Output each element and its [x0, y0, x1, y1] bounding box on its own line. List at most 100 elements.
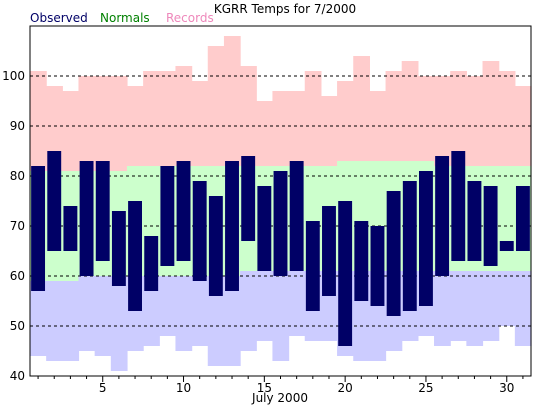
observed-bar-day-1 [31, 166, 46, 291]
record-high-band-day-10 [175, 66, 193, 166]
record-high-band-day-4 [78, 76, 96, 171]
record-low-band-day-27 [450, 271, 467, 341]
record-high-band-day-7 [126, 86, 144, 166]
observed-bar-day-5 [95, 161, 110, 261]
observed-bar-day-20 [338, 201, 353, 346]
record-low-band-day-11 [191, 276, 209, 346]
observed-bar-day-2 [47, 151, 62, 251]
y-tick-label-50: 50 [10, 319, 25, 333]
observed-bar-day-26 [435, 156, 450, 276]
observed-bar-day-19 [322, 206, 336, 296]
x-tick-label-30: 30 [499, 381, 514, 395]
legend-records: Records [166, 11, 214, 25]
record-high-band-day-25 [417, 76, 435, 161]
record-high-band-day-5 [94, 76, 112, 171]
record-high-band-day-23 [385, 71, 403, 161]
record-high-band-day-6 [110, 76, 128, 171]
record-high-band-day-27 [450, 71, 467, 166]
observed-bar-day-12 [208, 196, 223, 296]
observed-bar-day-7 [128, 201, 142, 311]
observed-bar-day-25 [419, 171, 433, 306]
observed-bar-day-14 [241, 156, 256, 241]
x-tick-label-10: 10 [176, 381, 191, 395]
observed-bar-day-31 [515, 186, 530, 251]
y-tick-label-40: 40 [10, 369, 25, 383]
record-low-band-day-30 [498, 271, 516, 326]
record-low-band-day-12 [207, 276, 225, 366]
observed-bar-day-9 [160, 166, 175, 266]
legend-normals: Normals [100, 11, 150, 25]
x-tick-label-5: 5 [99, 381, 107, 395]
observed-bar-day-28 [467, 181, 482, 261]
record-high-band-day-16 [272, 91, 290, 166]
y-tick-label-60: 60 [10, 269, 25, 283]
record-high-band-day-9 [159, 71, 177, 166]
record-high-band-day-18 [304, 71, 322, 166]
record-high-band-day-3 [62, 91, 80, 171]
record-low-band-day-17 [288, 271, 306, 336]
observed-bar-day-8 [144, 236, 159, 291]
record-low-band-day-16 [272, 271, 290, 361]
record-high-band-day-24 [401, 61, 419, 161]
observed-bar-day-21 [354, 221, 369, 301]
record-low-band-day-26 [434, 271, 451, 346]
record-low-band-day-8 [143, 276, 160, 346]
record-high-band-day-11 [191, 81, 209, 166]
plot-area: 5 10 15 20 25 30 40 50 60 70 80 90 100 [2, 25, 532, 395]
record-low-band-day-9 [159, 276, 177, 336]
record-low-band-day-3 [62, 281, 80, 361]
record-low-band-day-5 [94, 276, 112, 356]
observed-bar-day-30 [499, 241, 514, 251]
observed-bar-day-16 [273, 171, 288, 276]
observed-bar-day-23 [386, 191, 401, 316]
record-low-band-day-6 [110, 276, 128, 371]
record-high-band-day-26 [434, 76, 451, 166]
observed-bar-day-24 [402, 181, 417, 311]
record-low-band-day-10 [175, 276, 193, 351]
y-tick-label-70: 70 [10, 219, 25, 233]
observed-bar-day-10 [176, 161, 191, 261]
record-low-band-day-13 [223, 276, 241, 366]
record-low-band-day-29 [482, 271, 500, 341]
x-tick-label-20: 20 [338, 381, 353, 395]
observed-bar-day-18 [305, 221, 320, 311]
record-low-band-day-4 [78, 276, 96, 351]
record-low-band-day-1 [30, 281, 47, 356]
record-high-band-day-20 [337, 81, 354, 161]
observed-bar-day-3 [63, 206, 78, 251]
observed-bar-day-4 [79, 161, 94, 276]
record-high-band-day-12 [207, 46, 225, 166]
record-high-band-day-29 [482, 61, 500, 166]
legend-observed: Observed [30, 11, 88, 25]
y-tick-label-90: 90 [10, 119, 25, 133]
record-high-band-day-17 [288, 91, 306, 166]
record-low-band-day-28 [466, 271, 484, 346]
record-high-band-day-19 [320, 96, 338, 166]
record-low-band-day-15 [256, 271, 274, 341]
observed-bar-day-15 [257, 186, 272, 271]
record-low-band-day-14 [240, 271, 257, 351]
record-low-band-day-2 [46, 281, 63, 361]
observed-bar-day-11 [192, 181, 207, 281]
observed-bar-day-17 [289, 161, 304, 271]
x-axis-label: July 2000 [251, 391, 308, 405]
y-tick-label-100: 100 [2, 69, 25, 83]
y-tick-label-80: 80 [10, 169, 25, 183]
record-high-band-day-14 [240, 66, 257, 166]
record-high-band-day-28 [466, 76, 484, 166]
record-low-band-day-31 [514, 271, 532, 346]
observed-bar-day-6 [111, 211, 126, 286]
record-high-band-day-1 [30, 71, 47, 171]
chart-title: KGRR Temps for 7/2000 [214, 2, 356, 16]
record-high-band-day-13 [223, 36, 241, 166]
record-high-band-day-21 [353, 56, 370, 161]
observed-bar-day-13 [225, 161, 239, 291]
x-tick-label-25: 25 [418, 381, 433, 395]
record-high-band-day-2 [46, 86, 63, 171]
normal-range-band-day-30 [498, 166, 516, 271]
observed-bar-day-27 [451, 151, 466, 261]
record-high-band-day-22 [369, 91, 387, 161]
observed-bar-day-22 [370, 226, 385, 306]
